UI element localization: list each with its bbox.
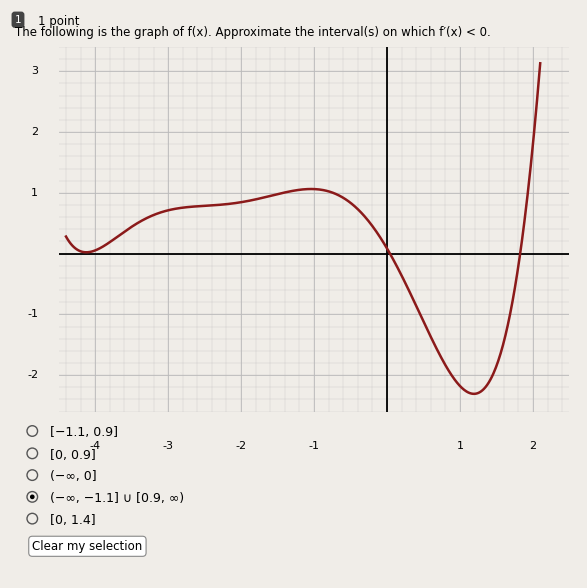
Text: 2: 2	[529, 441, 537, 451]
Text: 2: 2	[31, 127, 38, 137]
Text: [−1.1, 0.9]: [−1.1, 0.9]	[50, 426, 118, 439]
Text: -1: -1	[27, 309, 38, 319]
Text: Clear my selection: Clear my selection	[32, 540, 143, 553]
Text: -2: -2	[235, 441, 247, 451]
Text: [0, 1.4]: [0, 1.4]	[50, 514, 96, 527]
Text: (−∞, −1.1] ∪ [0.9, ∞): (−∞, −1.1] ∪ [0.9, ∞)	[50, 492, 184, 505]
Text: -4: -4	[90, 441, 101, 451]
Text: 1 point: 1 point	[38, 15, 80, 28]
Text: (−∞, 0]: (−∞, 0]	[50, 470, 96, 483]
Text: 1: 1	[15, 15, 21, 25]
Text: 1: 1	[457, 441, 464, 451]
Text: [0, 0.9]: [0, 0.9]	[50, 449, 96, 462]
Text: 1: 1	[31, 188, 38, 198]
Text: -1: -1	[309, 441, 319, 451]
Text: -2: -2	[27, 370, 38, 380]
Text: The following is the graph of f(x). Approximate the interval(s) on which f′(x) <: The following is the graph of f(x). Appr…	[15, 26, 490, 39]
Text: 3: 3	[31, 66, 38, 76]
Text: -3: -3	[163, 441, 174, 451]
